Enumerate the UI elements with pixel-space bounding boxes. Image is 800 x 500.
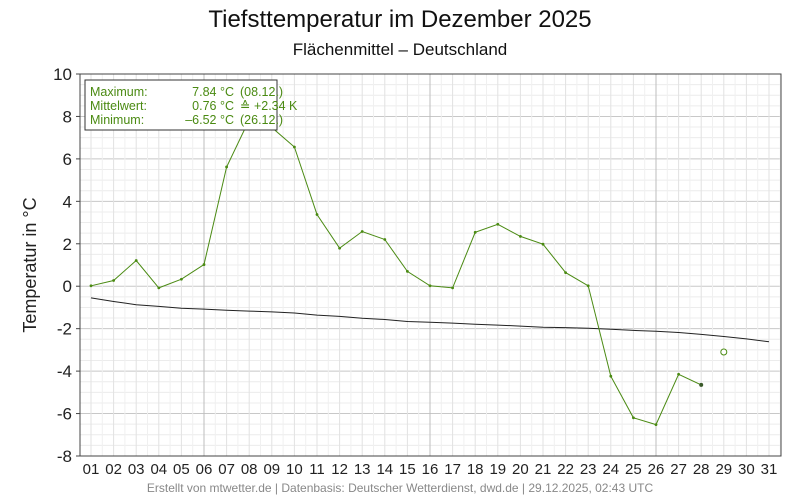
series-line-observed [90, 119, 702, 426]
x-tick-label: 09 [263, 461, 280, 478]
data-point-observed [428, 284, 432, 288]
x-tick-label: 19 [489, 461, 506, 478]
x-tick-label: 17 [444, 461, 461, 478]
data-point-observed [406, 269, 409, 273]
y-tick-label: 2 [63, 235, 72, 254]
data-point-observed [360, 230, 364, 233]
x-tick-label: 14 [376, 461, 393, 478]
x-tick-label: 04 [150, 461, 167, 478]
data-point-observed [451, 286, 454, 290]
data-point-observed [293, 145, 296, 149]
data-point-forecast [720, 348, 728, 356]
y-tick-label: -2 [57, 320, 72, 339]
data-point-observed [225, 165, 229, 169]
chart-title: Tiefsttemperatur im Dezember 2025 [208, 6, 592, 33]
y-tick-label: -8 [57, 447, 72, 466]
stat-min-value: –6.52 °C [185, 113, 234, 127]
data-point-observed [180, 277, 183, 281]
x-tick-label: 02 [105, 461, 122, 478]
chart-subtitle: Flächenmittel – Deutschland [292, 40, 508, 59]
x-tick-label: 05 [173, 461, 190, 478]
x-tick-label: 11 [309, 461, 325, 478]
data-point-observed [541, 242, 545, 246]
stat-min-label: Minimum: [90, 113, 144, 127]
y-tick-label: 8 [63, 107, 72, 126]
x-axis-ticks: 01 02 03 04 05 06 07 08 09 10 11 12 13 14 15 16 17 18 19 20… [83, 461, 778, 478]
data-point-observed [564, 271, 567, 275]
x-tick-label: 01 [83, 461, 100, 478]
x-tick-label: 13 [354, 461, 371, 478]
data-point-observed [654, 423, 658, 426]
stat-mean-label: Mittelwert: [90, 99, 147, 113]
data-point-observed [699, 382, 704, 387]
x-tick-label: 25 [625, 461, 642, 478]
x-tick-label: 16 [422, 461, 439, 478]
data-point-observed [315, 213, 319, 216]
plot-area [79, 73, 782, 457]
x-tick-label: 10 [286, 461, 303, 478]
stat-max-value: 7.84 °C [192, 85, 234, 99]
x-tick-label: 07 [218, 461, 235, 478]
y-tick-label: 6 [63, 150, 72, 169]
series-line-climate-reference [90, 297, 770, 343]
data-point-observed [677, 372, 680, 376]
y-tick-label: -6 [57, 405, 72, 424]
data-point-observed [519, 234, 522, 238]
x-tick-label: 30 [738, 461, 755, 478]
y-tick-label: 10 [53, 65, 72, 84]
series-layer [89, 118, 770, 426]
x-tick-label: 06 [196, 461, 213, 478]
data-point-observed [609, 374, 613, 378]
data-point-observed [202, 263, 206, 266]
data-point-observed [338, 246, 341, 250]
y-tick-label: -4 [57, 362, 72, 381]
data-point-observed [496, 222, 500, 226]
x-tick-label: 12 [331, 461, 348, 478]
data-point-observed [383, 238, 387, 241]
stats-box-frame [84, 79, 278, 131]
data-point-observed [134, 259, 138, 262]
y-tick-label: 0 [63, 277, 72, 296]
x-tick-label: 21 [535, 461, 552, 478]
data-point-observed [157, 286, 161, 290]
stat-min-extra: (26.12.) [240, 113, 283, 127]
stat-max-extra: (08.12.) [240, 85, 283, 99]
x-tick-label: 24 [602, 461, 619, 478]
x-tick-label: 20 [512, 461, 529, 478]
y-axis-label: Temperatur in °C [20, 197, 40, 332]
x-tick-label: 15 [399, 461, 416, 478]
x-tick-label: 03 [128, 461, 145, 478]
x-tick-label: 08 [241, 461, 258, 478]
stat-max-label: Maximum: [90, 85, 148, 99]
x-tick-label: 23 [580, 461, 597, 478]
stats-box: Maximum: 7.84 °C (08.12.) Mittelwert: 0.… [84, 79, 298, 131]
data-point-observed [632, 416, 635, 420]
grid [80, 73, 781, 457]
stat-mean-value: 0.76 °C [192, 99, 234, 113]
x-tick-label: 22 [557, 461, 574, 478]
data-point-observed [89, 284, 93, 288]
x-tick-label: 29 [715, 461, 732, 478]
x-tick-label: 27 [670, 461, 687, 478]
data-point-observed [586, 284, 590, 288]
data-point-observed [112, 279, 115, 282]
stat-mean-extra: ≙ +2.34 K [240, 99, 298, 113]
y-axis-ticks: 10 8 6 4 2 0 -2 -4 -6 -8 [53, 65, 80, 466]
x-tick-label: 18 [467, 461, 484, 478]
x-tick-label: 26 [648, 461, 665, 478]
x-tick-label: 28 [693, 461, 710, 478]
y-tick-label: 4 [63, 192, 72, 211]
data-point-observed [473, 230, 477, 234]
footer-credits: Erstellt von mtwetter.de | Datenbasis: D… [146, 481, 654, 495]
x-tick-label: 31 [761, 461, 778, 478]
